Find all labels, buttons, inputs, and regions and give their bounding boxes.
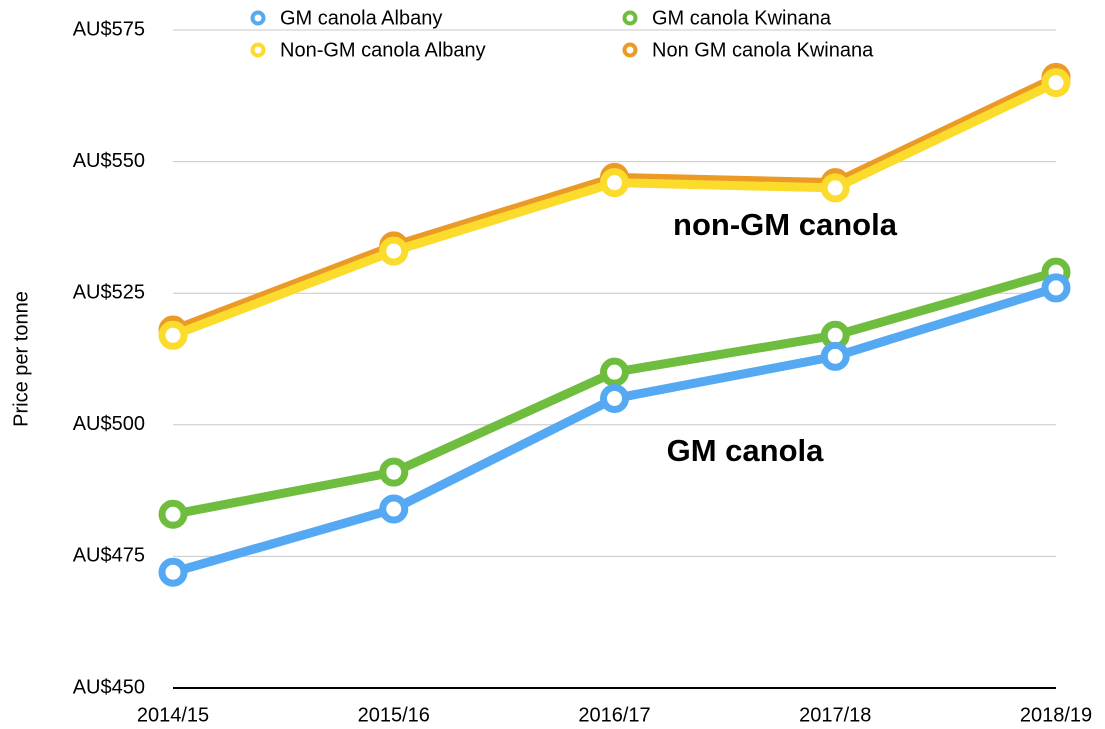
point — [158, 499, 188, 529]
point — [1041, 68, 1071, 98]
legend-marker — [250, 42, 266, 58]
annotation: non-GM canola — [673, 207, 898, 242]
y-tick-label: AU$525 — [73, 281, 145, 303]
annotation: GM canola — [667, 433, 825, 468]
legend-label: GM canola Albany — [280, 7, 442, 29]
y-tick-label: AU$475 — [73, 545, 145, 567]
series-line — [171, 283, 1058, 577]
point — [158, 320, 188, 350]
legend-marker — [250, 10, 266, 26]
x-tick-label: 2015/16 — [358, 704, 430, 726]
point — [158, 557, 188, 587]
point — [1041, 273, 1071, 303]
x-tick-label: 2016/17 — [578, 704, 650, 726]
y-tick-label: AU$450 — [73, 676, 145, 698]
point — [600, 383, 629, 413]
y-tick-label: AU$575 — [73, 18, 145, 40]
series-line — [171, 73, 1058, 335]
x-tick-label: 2018/19 — [1020, 704, 1092, 726]
y-axis-label: Price per tonne — [10, 291, 32, 427]
legend-label: Non GM canola Kwinana — [652, 39, 874, 61]
point — [379, 494, 409, 524]
y-tick-label: AU$550 — [73, 150, 145, 172]
x-tick-label: 2014/15 — [137, 704, 209, 726]
series-line — [171, 78, 1058, 340]
legend-marker — [622, 42, 638, 58]
legend-label: GM canola Kwinana — [652, 7, 832, 29]
point — [379, 457, 409, 487]
point — [600, 357, 629, 387]
point — [600, 168, 629, 198]
point — [379, 236, 409, 266]
point — [820, 173, 850, 203]
legend-label: Non-GM canola Albany — [280, 39, 486, 61]
point — [820, 341, 850, 371]
x-tick-label: 2017/18 — [799, 704, 871, 726]
legend-marker — [622, 10, 638, 26]
y-tick-label: AU$500 — [73, 413, 145, 435]
